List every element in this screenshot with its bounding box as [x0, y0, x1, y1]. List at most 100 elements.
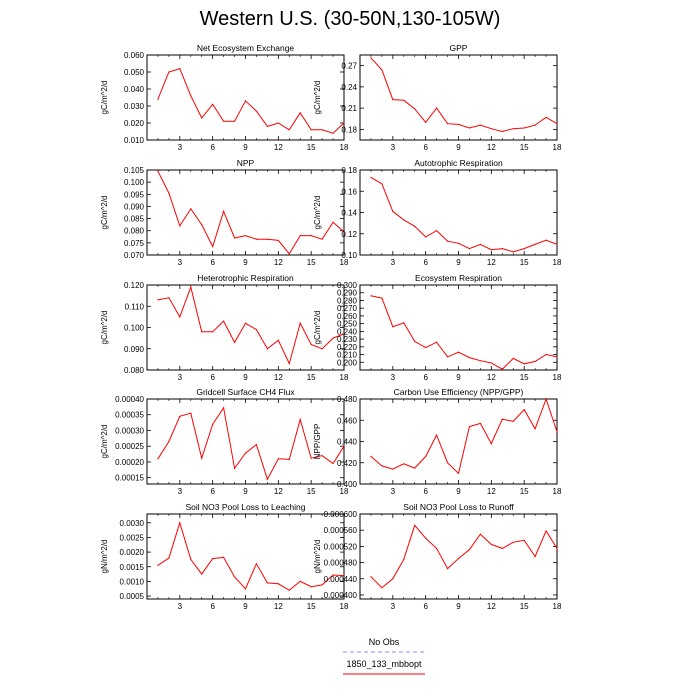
data-point: [321, 129, 323, 131]
y-tick-label: 0.080: [124, 227, 145, 236]
data-point: [556, 356, 558, 358]
data-point: [468, 357, 471, 359]
data-point: [425, 537, 427, 539]
y-tick-label: 0.00025: [115, 442, 144, 451]
data-point: [490, 362, 492, 364]
x-tick-label: 12: [487, 487, 496, 496]
y-tick-label: 0.200: [337, 358, 358, 367]
panel-3: NPP gC/m^2/d 3 6 9 12 15 18 0.070 0.075 0.080 0.085…: [100, 158, 349, 267]
panel-2: GPP gC/m^2/d 3 6 9 12 15 18 0.18 0.21 0.24 0.27: [313, 43, 562, 152]
x-tick-label: 9: [456, 487, 461, 496]
y-tick-label: 0.100: [124, 178, 145, 187]
x-tick-label: 9: [456, 602, 461, 611]
x-tick-label: 15: [520, 602, 529, 611]
data-point: [255, 444, 258, 446]
y-tick-label: 0.085: [124, 215, 145, 224]
x-tick-label: 18: [553, 258, 562, 267]
y-tick-label: 0.100: [124, 324, 145, 333]
data-point: [490, 543, 492, 545]
panel-title: Soil NO3 Pool Loss to Runoff: [403, 502, 514, 512]
x-tick-label: 9: [243, 373, 248, 382]
data-point: [321, 584, 323, 586]
data-point: [370, 295, 372, 297]
data-point: [403, 558, 405, 560]
y-tick-label: 0.030: [124, 102, 145, 111]
data-point: [523, 248, 525, 250]
data-point: [446, 240, 449, 242]
data-point: [479, 124, 481, 126]
data-point: [392, 468, 394, 470]
y-tick-label: 0.0005: [120, 592, 145, 601]
y-axis-label: gC/m^2/d: [100, 81, 109, 115]
data-point: [479, 422, 481, 425]
x-tick-label: 15: [307, 602, 316, 611]
y-tick-label: 0.110: [125, 302, 145, 311]
panel-title: NPP: [237, 158, 255, 168]
data-point: [233, 237, 236, 239]
y-tick-label: 0.00030: [115, 426, 144, 435]
y-tick-label: 0.230: [337, 335, 358, 344]
y-tick-label: 0.24: [341, 83, 357, 92]
y-axis-label: gC/m^2/d: [100, 196, 109, 230]
data-point: [190, 95, 192, 97]
y-tick-label: 0.480: [337, 395, 358, 404]
data-point: [468, 549, 471, 551]
data-point: [534, 124, 536, 126]
data-point: [179, 225, 181, 227]
y-tick-label: 0.0020: [120, 548, 145, 557]
data-point: [277, 583, 279, 585]
x-tick-label: 12: [274, 602, 283, 611]
series-line: [370, 397, 558, 475]
x-tick-label: 9: [243, 143, 248, 152]
data-point: [556, 123, 558, 125]
data-point: [157, 170, 159, 172]
data-point: [168, 192, 170, 194]
x-tick-label: 12: [274, 487, 283, 496]
data-point: [179, 522, 181, 524]
data-point: [266, 478, 268, 480]
y-tick-label: 0.050: [124, 68, 145, 77]
data-point: [244, 100, 247, 102]
x-tick-label: 9: [456, 258, 461, 267]
x-tick-label: 12: [274, 373, 283, 382]
data-point: [479, 243, 481, 245]
data-point: [288, 363, 290, 365]
y-tick-label: 0.020: [124, 119, 145, 128]
data-point: [233, 467, 236, 469]
data-point: [446, 356, 449, 358]
y-tick-label: 0.290: [337, 289, 358, 298]
x-tick-label: 3: [178, 487, 183, 496]
data-point: [534, 243, 536, 245]
panel-4: Autotrophic Respiration gC/m^2/d 3 6 9 12 15 18…: [313, 158, 562, 267]
x-tick-label: 18: [553, 143, 562, 152]
x-tick-label: 3: [391, 258, 396, 267]
x-tick-label: 15: [520, 143, 529, 152]
y-tick-label: 0.095: [124, 190, 145, 199]
data-point: [157, 564, 159, 566]
x-tick-label: 12: [487, 258, 496, 267]
data-point: [299, 234, 301, 237]
y-tick-label: 0.300: [337, 281, 358, 290]
x-tick-label: 6: [423, 487, 428, 496]
data-point: [457, 123, 460, 126]
data-point: [501, 547, 503, 550]
y-tick-label: 0.440: [337, 438, 358, 447]
data-point: [223, 210, 225, 212]
data-point: [299, 322, 301, 324]
x-tick-label: 12: [274, 258, 283, 267]
data-point: [392, 326, 394, 328]
y-tick-label: 0.18: [341, 166, 357, 175]
data-point: [157, 458, 159, 460]
x-tick-label: 3: [391, 373, 396, 382]
panel-title: GPP: [450, 43, 468, 53]
data-point: [201, 117, 203, 119]
x-tick-label: 6: [423, 258, 428, 267]
data-point: [201, 224, 203, 226]
data-point: [190, 558, 192, 561]
y-tick-label: 0.0010: [120, 577, 145, 586]
x-tick-label: 15: [307, 143, 316, 152]
data-point: [392, 210, 394, 213]
x-tick-label: 18: [340, 258, 349, 267]
series-line: [370, 295, 558, 370]
data-point: [370, 455, 372, 457]
